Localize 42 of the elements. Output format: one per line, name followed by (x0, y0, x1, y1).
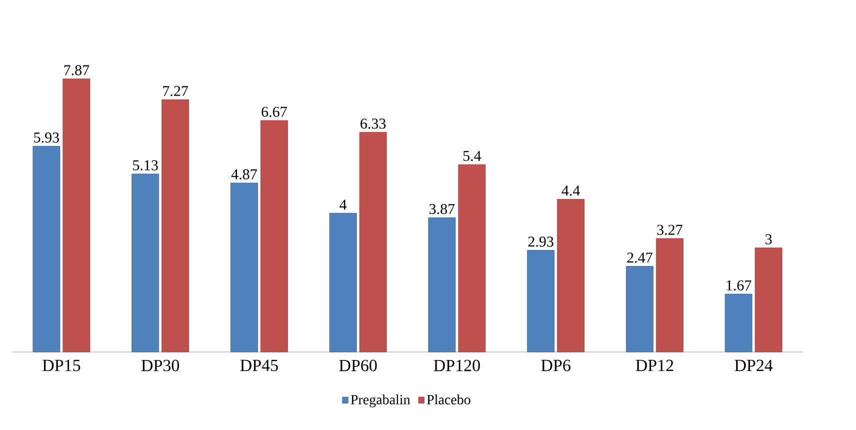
data-label: 2.47 (627, 252, 652, 263)
data-label: 4 (340, 200, 347, 210)
bar (62, 78, 90, 352)
data-label: 3.27 (657, 224, 682, 235)
x-tick-label: DP120 (434, 360, 480, 372)
data-label: 5.4 (463, 150, 482, 162)
bar (329, 212, 357, 352)
data-label: 4.87 (231, 169, 257, 180)
legend-label: Placebo (426, 394, 470, 404)
bar (626, 266, 654, 352)
data-label: 3.87 (430, 204, 455, 214)
legend-label: Pregabalin (350, 394, 410, 408)
bar (458, 164, 486, 352)
bar (132, 174, 160, 352)
bar (260, 120, 288, 352)
x-tick-label: DP15 (42, 360, 80, 372)
data-label: 2.93 (528, 236, 554, 247)
data-label: 5.13 (133, 160, 158, 170)
bar (359, 132, 387, 352)
x-tick-label: DP45 (240, 360, 278, 372)
bar (32, 146, 60, 352)
bar (557, 199, 585, 352)
x-tick-label: DP6 (541, 360, 570, 372)
data-label: 7.87 (64, 65, 90, 76)
data-label: 5.93 (34, 132, 59, 143)
x-tick-label: DP30 (141, 360, 180, 372)
bar (428, 217, 456, 352)
data-label: 4.4 (562, 186, 580, 196)
data-label: 6.33 (360, 118, 386, 129)
data-label: 6.67 (262, 106, 287, 117)
data-label: 7.27 (163, 86, 188, 96)
bar (162, 99, 190, 352)
x-tick-label: DP60 (339, 360, 377, 372)
bar (656, 238, 684, 352)
x-tick-label: DP12 (636, 360, 674, 372)
bar (754, 248, 782, 352)
bar (527, 250, 555, 352)
data-label: 3 (766, 234, 772, 244)
x-tick-label: DP24 (734, 360, 773, 372)
data-label: 1.67 (726, 280, 752, 290)
bar (724, 294, 752, 352)
bar (230, 182, 258, 352)
